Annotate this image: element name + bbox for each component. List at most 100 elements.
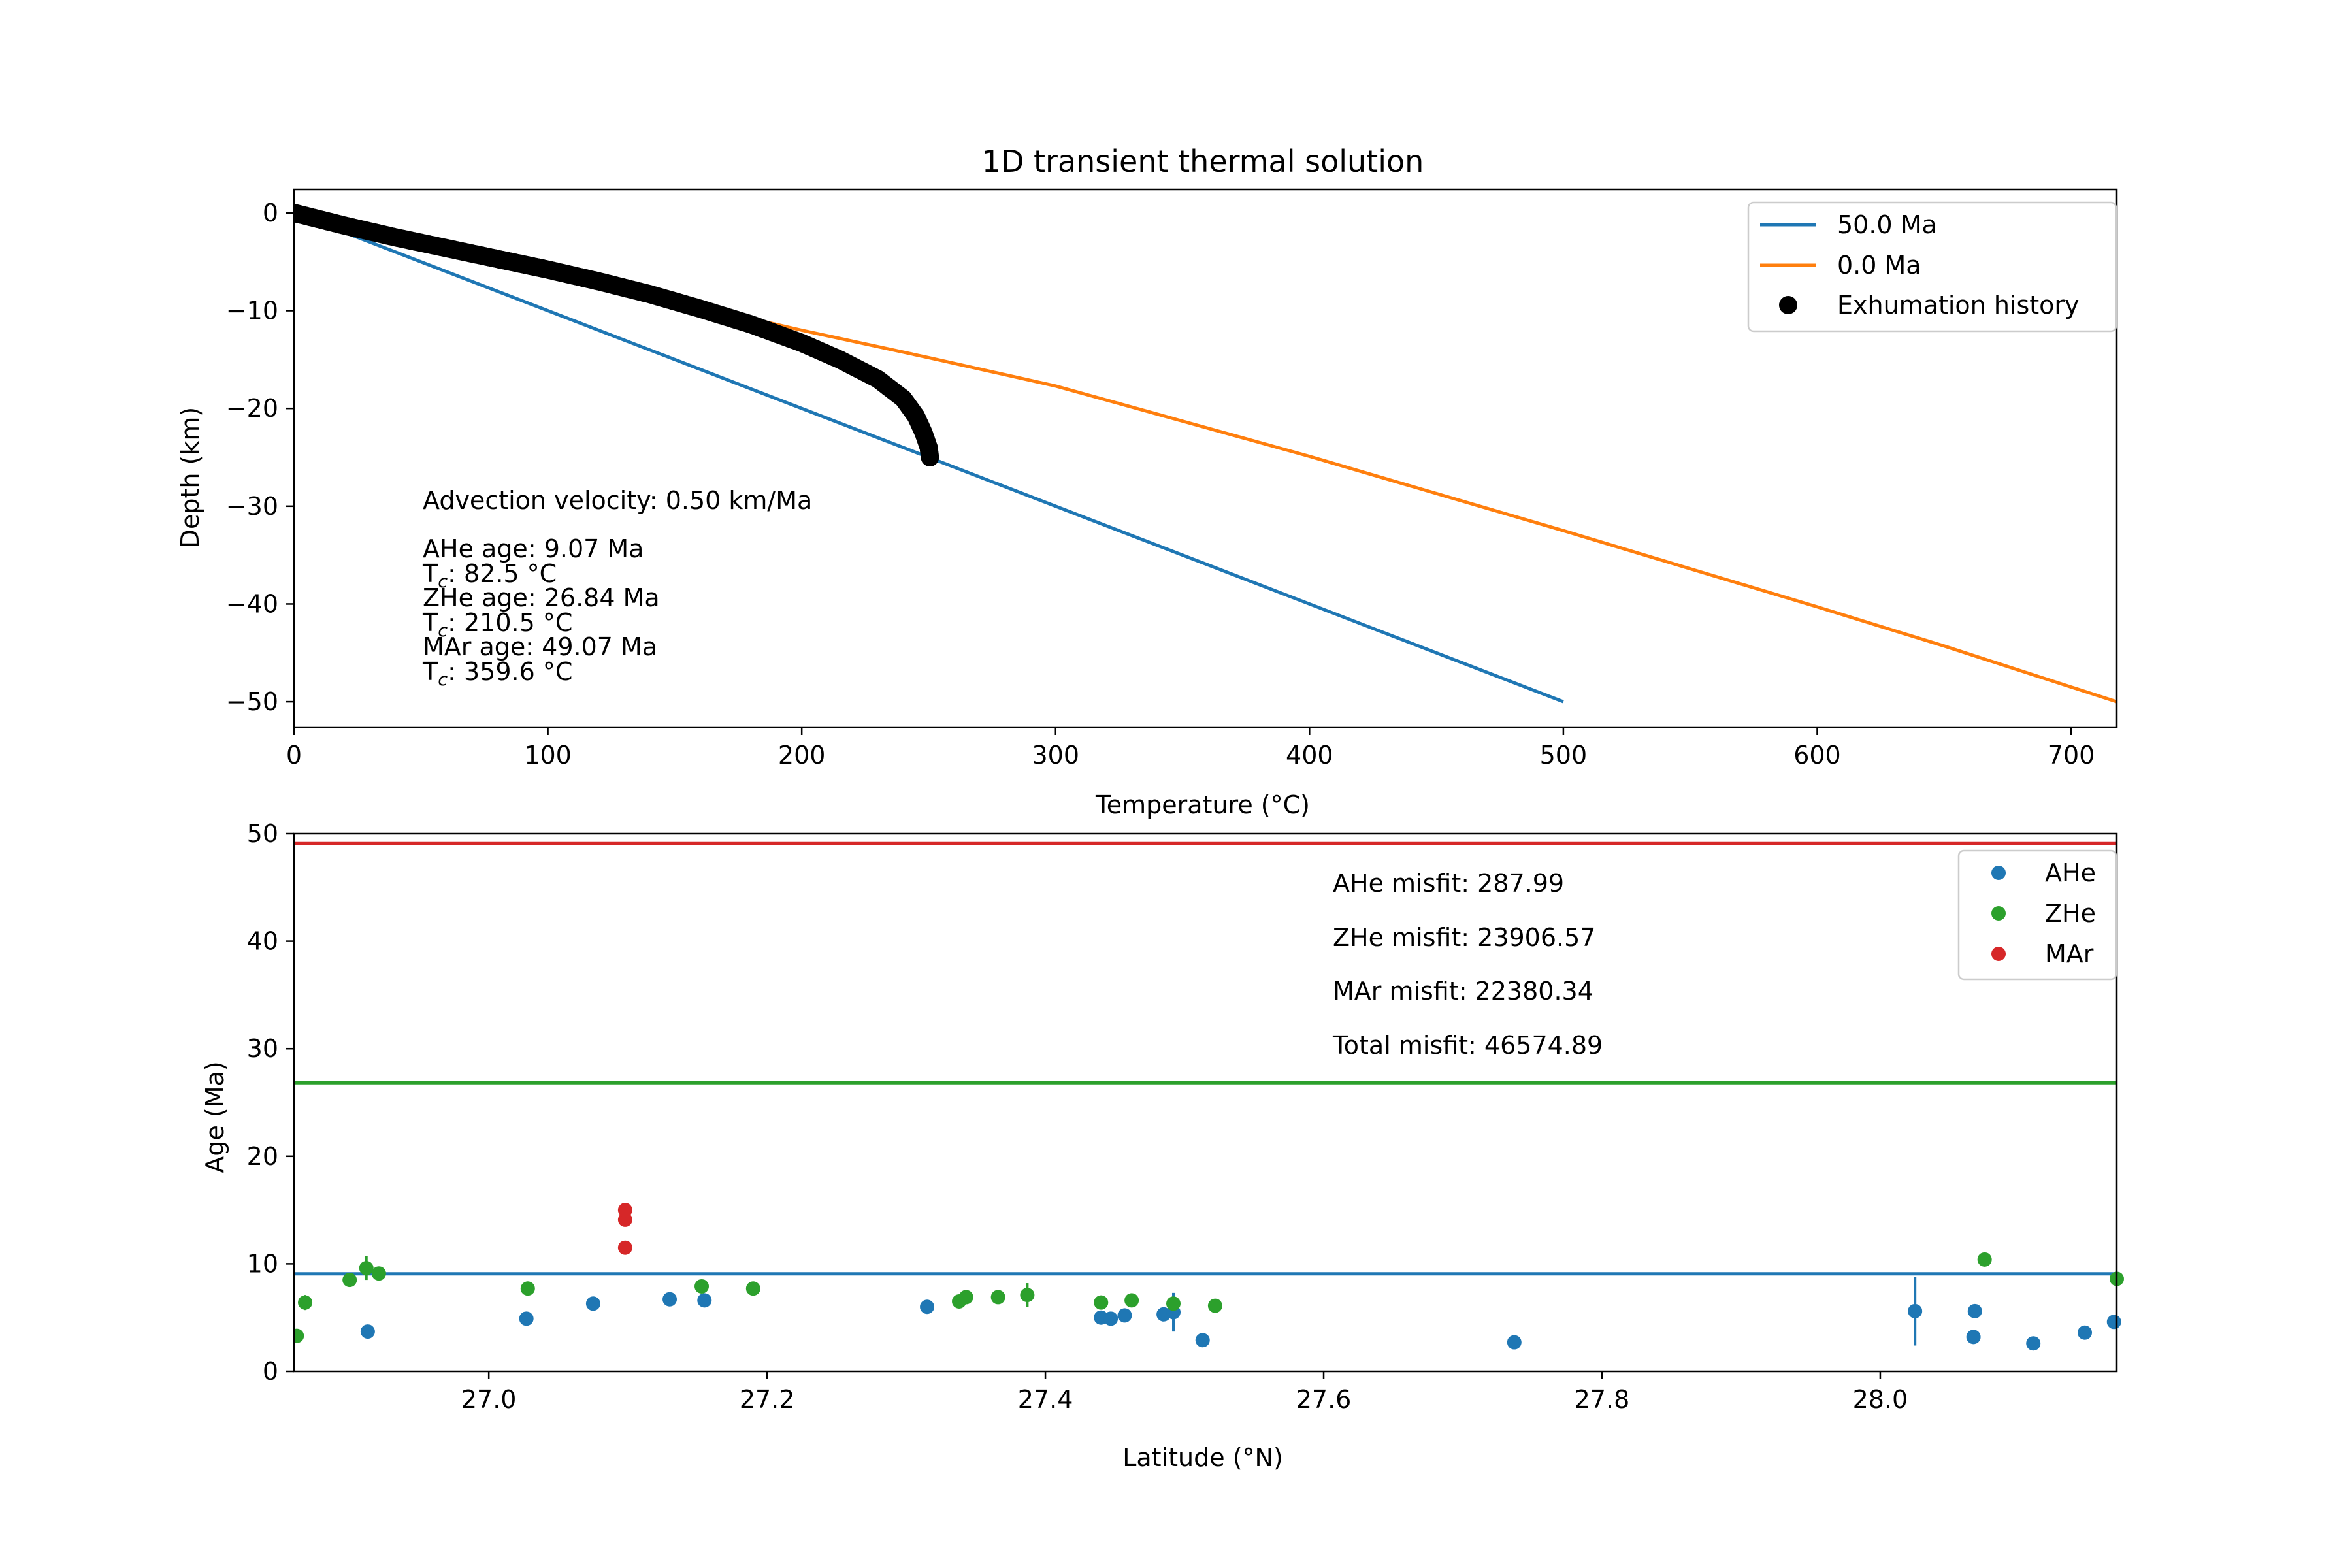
ahe-tc-sub: c [438,572,448,592]
legend-label-50ma: 50.0 Ma [1837,210,1937,239]
series-mar [617,1203,632,1255]
thermal-profile-legend-box [1747,201,2117,333]
data-point-ahe [2026,1336,2041,1351]
legend-label-exhumation: Exhumation history [1837,291,2080,319]
data-point-mar [617,1203,632,1218]
thermal-profile-y-label: Depth (km) [176,407,204,549]
y-tick-label: −30 [226,492,278,521]
exhumation-marker [921,448,939,467]
data-point-zhe [298,1295,313,1310]
total-misfit-text: Total misfit: 46574.89 [1332,1031,1603,1060]
data-point-zhe [1207,1298,1222,1313]
thermal-profile-annotations: Advection velocity: 0.50 km/Ma AHe age: … [422,486,812,690]
data-point-ahe [697,1293,712,1308]
y-tick-label: 10 [247,1249,278,1278]
y-tick-label: 0 [263,199,278,227]
data-point-ahe [2078,1325,2093,1340]
y-tick-label: −20 [226,394,278,423]
age-latitude-plot-area [294,841,2124,1351]
thermal-profile-frame [293,188,2118,728]
age-latitude-y-ticks: 0 10 20 30 40 50 [247,819,294,1386]
x-tick-label: 600 [1793,741,1841,770]
zhe-misfit-text: ZHe misfit: 23906.57 [1333,923,1595,952]
x-tick-label: 0 [286,741,302,770]
advection-velocity-text: Advection velocity: 0.50 km/Ma [423,486,812,515]
y-tick-label: −50 [226,687,278,716]
x-tick-label: 27.6 [1296,1385,1352,1414]
data-point-zhe [958,1290,973,1305]
legend-label-ahe: AHe [2045,858,2096,887]
x-tick-label: 300 [1032,741,1079,770]
data-point-ahe [920,1299,935,1315]
legend-marker-exhumation [1779,296,1797,314]
data-point-zhe [294,1328,304,1343]
data-point-mar [617,1240,632,1255]
series-ahe [360,1277,2121,1351]
age-latitude-legend: AHe ZHe MAr [1957,849,2117,981]
data-point-zhe [1020,1288,1035,1303]
data-point-zhe [520,1281,535,1296]
zhe-tc-text: Tc: 210.5 °C [422,608,572,641]
data-point-ahe [1908,1303,1923,1318]
legend-label-mar: MAr [2045,939,2094,968]
data-point-ahe [519,1311,534,1326]
thermal-profile-chart: 0 100 200 300 400 500 600 700 0−10−20−30−40−50 … [176,188,2118,819]
ahe-tc-t: T [422,559,438,588]
data-point-zhe [1124,1293,1139,1308]
x-tick-label: 700 [2048,741,2095,770]
zhe-tc-t: T [422,608,438,637]
data-point-zhe [1166,1296,1181,1311]
mar-tc-text: Tc: 359.6 °C [422,657,572,690]
ahe-misfit-text: AHe misfit: 287.99 [1333,869,1564,898]
ahe-age-text: AHe age: 9.07 Ma [423,534,644,563]
data-point-ahe [2106,1315,2121,1330]
y-tick-label: 30 [247,1034,278,1063]
data-point-ahe [585,1296,600,1311]
zhe-age-text: ZHe age: 26.84 Ma [423,583,660,612]
figure-title: 1D transient thermal solution [982,144,1424,179]
age-latitude-y-label: Age (Ma) [201,1061,229,1173]
age-latitude-chart: 27.0 27.2 27.4 27.6 27.8 28.0 0 10 20 30 40 50 Lat… [201,819,2124,1472]
data-point-ahe [662,1292,678,1307]
legend-label-0ma: 0.0 Ma [1837,251,1921,280]
data-point-zhe [342,1273,357,1288]
ahe-tc-value: : 82.5 °C [448,559,557,588]
legend-marker-ahe [1991,866,2006,880]
data-point-ahe [1195,1333,1210,1348]
data-point-ahe [1117,1308,1132,1323]
data-point-zhe [359,1260,374,1275]
x-tick-label: 27.0 [461,1385,517,1414]
y-tick-label: 20 [247,1142,278,1171]
y-tick-label: 40 [247,927,278,956]
mar-misfit-text: MAr misfit: 22380.34 [1333,977,1593,1005]
x-tick-label: 27.2 [740,1385,795,1414]
legend-marker-mar [1991,947,2006,961]
y-tick-label: 0 [263,1357,278,1386]
thermal-profile-legend: 50.0 Ma 0.0 Ma Exhumation history [1747,201,2117,333]
data-point-ahe [1103,1311,1119,1326]
x-tick-label: 27.8 [1575,1385,1630,1414]
data-point-ahe [1507,1335,1522,1350]
mar-age-text: MAr age: 49.07 Ma [423,632,657,661]
thermal-profile-x-ticks: 0 100 200 300 400 500 600 700 [286,727,2095,770]
y-tick-label: −40 [226,589,278,618]
x-tick-label: 400 [1286,741,1333,770]
data-point-zhe [371,1266,386,1281]
x-tick-label: 100 [524,741,572,770]
zhe-tc-value: : 210.5 °C [448,608,572,637]
data-point-zhe [1094,1295,1109,1310]
mar-tc-t: T [422,657,438,686]
misfit-annotations: AHe misfit: 287.99 ZHe misfit: 23906.57 … [1332,869,1603,1060]
age-latitude-frame [293,832,2118,1373]
age-latitude-x-ticks: 27.0 27.2 27.4 27.6 27.8 28.0 [461,1371,1908,1414]
thermal-profile-plot-area [294,203,2117,704]
mar-tc-sub: c [438,670,448,690]
x-tick-label: 500 [1540,741,1588,770]
x-tick-label: 28.0 [1853,1385,1908,1414]
legend-label-zhe: ZHe [2045,899,2096,928]
x-tick-label: 200 [778,741,826,770]
exhumation-history-markers [294,203,939,467]
data-point-zhe [1977,1252,1992,1267]
data-point-ahe [360,1324,375,1339]
